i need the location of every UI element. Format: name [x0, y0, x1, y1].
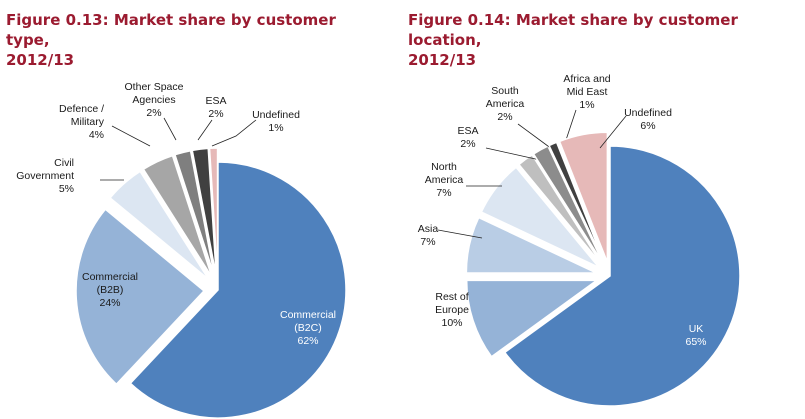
pie-slice-undefined	[558, 131, 609, 263]
pie-slice-esa	[191, 147, 217, 277]
slice-label-line: Africa and	[563, 73, 610, 85]
slice-value: 1%	[268, 122, 283, 134]
slice-label-line: North	[431, 161, 457, 173]
slice-label-defence-military: Defence / Military 4%	[59, 103, 105, 141]
slice-label-africa-and-mid-east: Africa and Mid East 1%	[563, 73, 610, 111]
slice-label-undefined: Undefined 6%	[624, 107, 672, 132]
slice-label-commercial-b2c: Commercial (B2C) 62%	[280, 309, 336, 347]
leader-line-esa	[485, 147, 541, 161]
pie-slice-esa	[517, 153, 603, 266]
leader-line-esa	[197, 119, 213, 141]
slice-label-line: Undefined	[252, 109, 300, 121]
pie-slice-undefined	[208, 147, 219, 277]
pie-slice-civil-government	[109, 170, 210, 281]
slice-label-asia: Asia 7%	[418, 223, 439, 248]
slice-label-line: Military	[71, 116, 105, 128]
slice-value: 2%	[146, 107, 161, 119]
slice-label-north-america: North America 7%	[425, 161, 464, 199]
slice-label-civil-government: Civil Government 5%	[16, 157, 74, 195]
slice-label-line: UK	[689, 323, 704, 335]
slice-value: 1%	[579, 99, 594, 111]
chart-title-line2: 2012/13	[408, 51, 477, 69]
leader-line-defence-military	[111, 125, 151, 147]
slice-value: 7%	[436, 187, 451, 199]
slice-label-line: Defence /	[59, 103, 104, 115]
slice-label-undefined: Undefined 1%	[252, 109, 300, 134]
slice-label-line: ESA	[205, 95, 226, 107]
slice-label-other-space-agencies: Other Space Agencies 2%	[125, 81, 184, 119]
slice-label-line: Commercial	[82, 271, 138, 283]
slice-label-line: Undefined	[624, 107, 672, 119]
slice-label-line: Other Space	[125, 81, 184, 93]
slice-value: 7%	[420, 236, 435, 248]
slice-label-line: Europe	[435, 304, 469, 316]
pie-slice-rest-of-europe	[465, 279, 599, 358]
pie-slice-uk	[503, 145, 741, 407]
slice-value: 2%	[460, 138, 475, 150]
chart-title-line2: 2012/13	[6, 51, 75, 69]
slice-label-line: (B2C)	[294, 322, 321, 334]
slice-label-line: Mid East	[567, 86, 608, 98]
chart-title-line1: Figure 0.13: Market share by customer ty…	[6, 11, 336, 49]
slice-value: 65%	[685, 336, 706, 348]
slice-value: 2%	[497, 111, 512, 123]
slice-label-line: Rest of	[435, 291, 468, 303]
slice-label-esa: ESA 2%	[205, 95, 226, 120]
slice-label-line: ESA	[457, 125, 478, 137]
pie-slice-africa-and-mid-east	[548, 141, 606, 264]
slice-value: 6%	[640, 120, 655, 132]
slice-label-commercial-b2b: Commercial (B2B) 24%	[82, 271, 138, 309]
leader-line-undefined	[599, 115, 627, 149]
slice-value: 2%	[208, 108, 223, 120]
slice-value: 4%	[89, 129, 104, 141]
slice-label-rest-of-europe: Rest of Europe 10%	[435, 291, 469, 329]
pie-slice-commercial-b2c	[129, 161, 347, 419]
slice-label-uk: UK 65%	[685, 323, 706, 348]
pie-slice-commercial-b2b	[75, 208, 206, 386]
slice-label-line: Commercial	[280, 309, 336, 321]
pie-slice-other-space-agencies	[174, 149, 216, 277]
slice-label-line: Civil	[54, 157, 74, 169]
slice-label-line: Government	[16, 170, 74, 182]
leader-line-asia	[437, 229, 483, 239]
slice-value: 62%	[297, 335, 318, 347]
pie-slice-asia	[465, 216, 597, 274]
slice-label-line: South	[491, 85, 519, 97]
leader-line-other-space-agencies	[163, 117, 177, 141]
slice-label-esa: ESA 2%	[457, 125, 478, 150]
slice-value: 5%	[59, 183, 74, 195]
chart-title-line1: Figure 0.14: Market share by customer lo…	[408, 11, 738, 49]
slice-label-line: Asia	[418, 223, 439, 235]
slice-value: 10%	[441, 317, 462, 329]
slice-value: 24%	[99, 297, 120, 309]
slice-label-line: America	[425, 174, 464, 186]
pie-slice-defence-military	[142, 154, 213, 278]
slice-label-line: (B2B)	[97, 284, 124, 296]
pie-slice-north-america	[480, 166, 600, 269]
slice-label-line: Agencies	[132, 94, 175, 106]
slice-label-south-america: South America 2%	[486, 85, 525, 123]
chart-title-customer-type: Figure 0.13: Market share by customer ty…	[6, 10, 376, 70]
leader-line-undefined	[211, 119, 257, 147]
slice-label-line: America	[486, 98, 525, 110]
chart-title-customer-location: Figure 0.14: Market share by customer lo…	[408, 10, 798, 70]
